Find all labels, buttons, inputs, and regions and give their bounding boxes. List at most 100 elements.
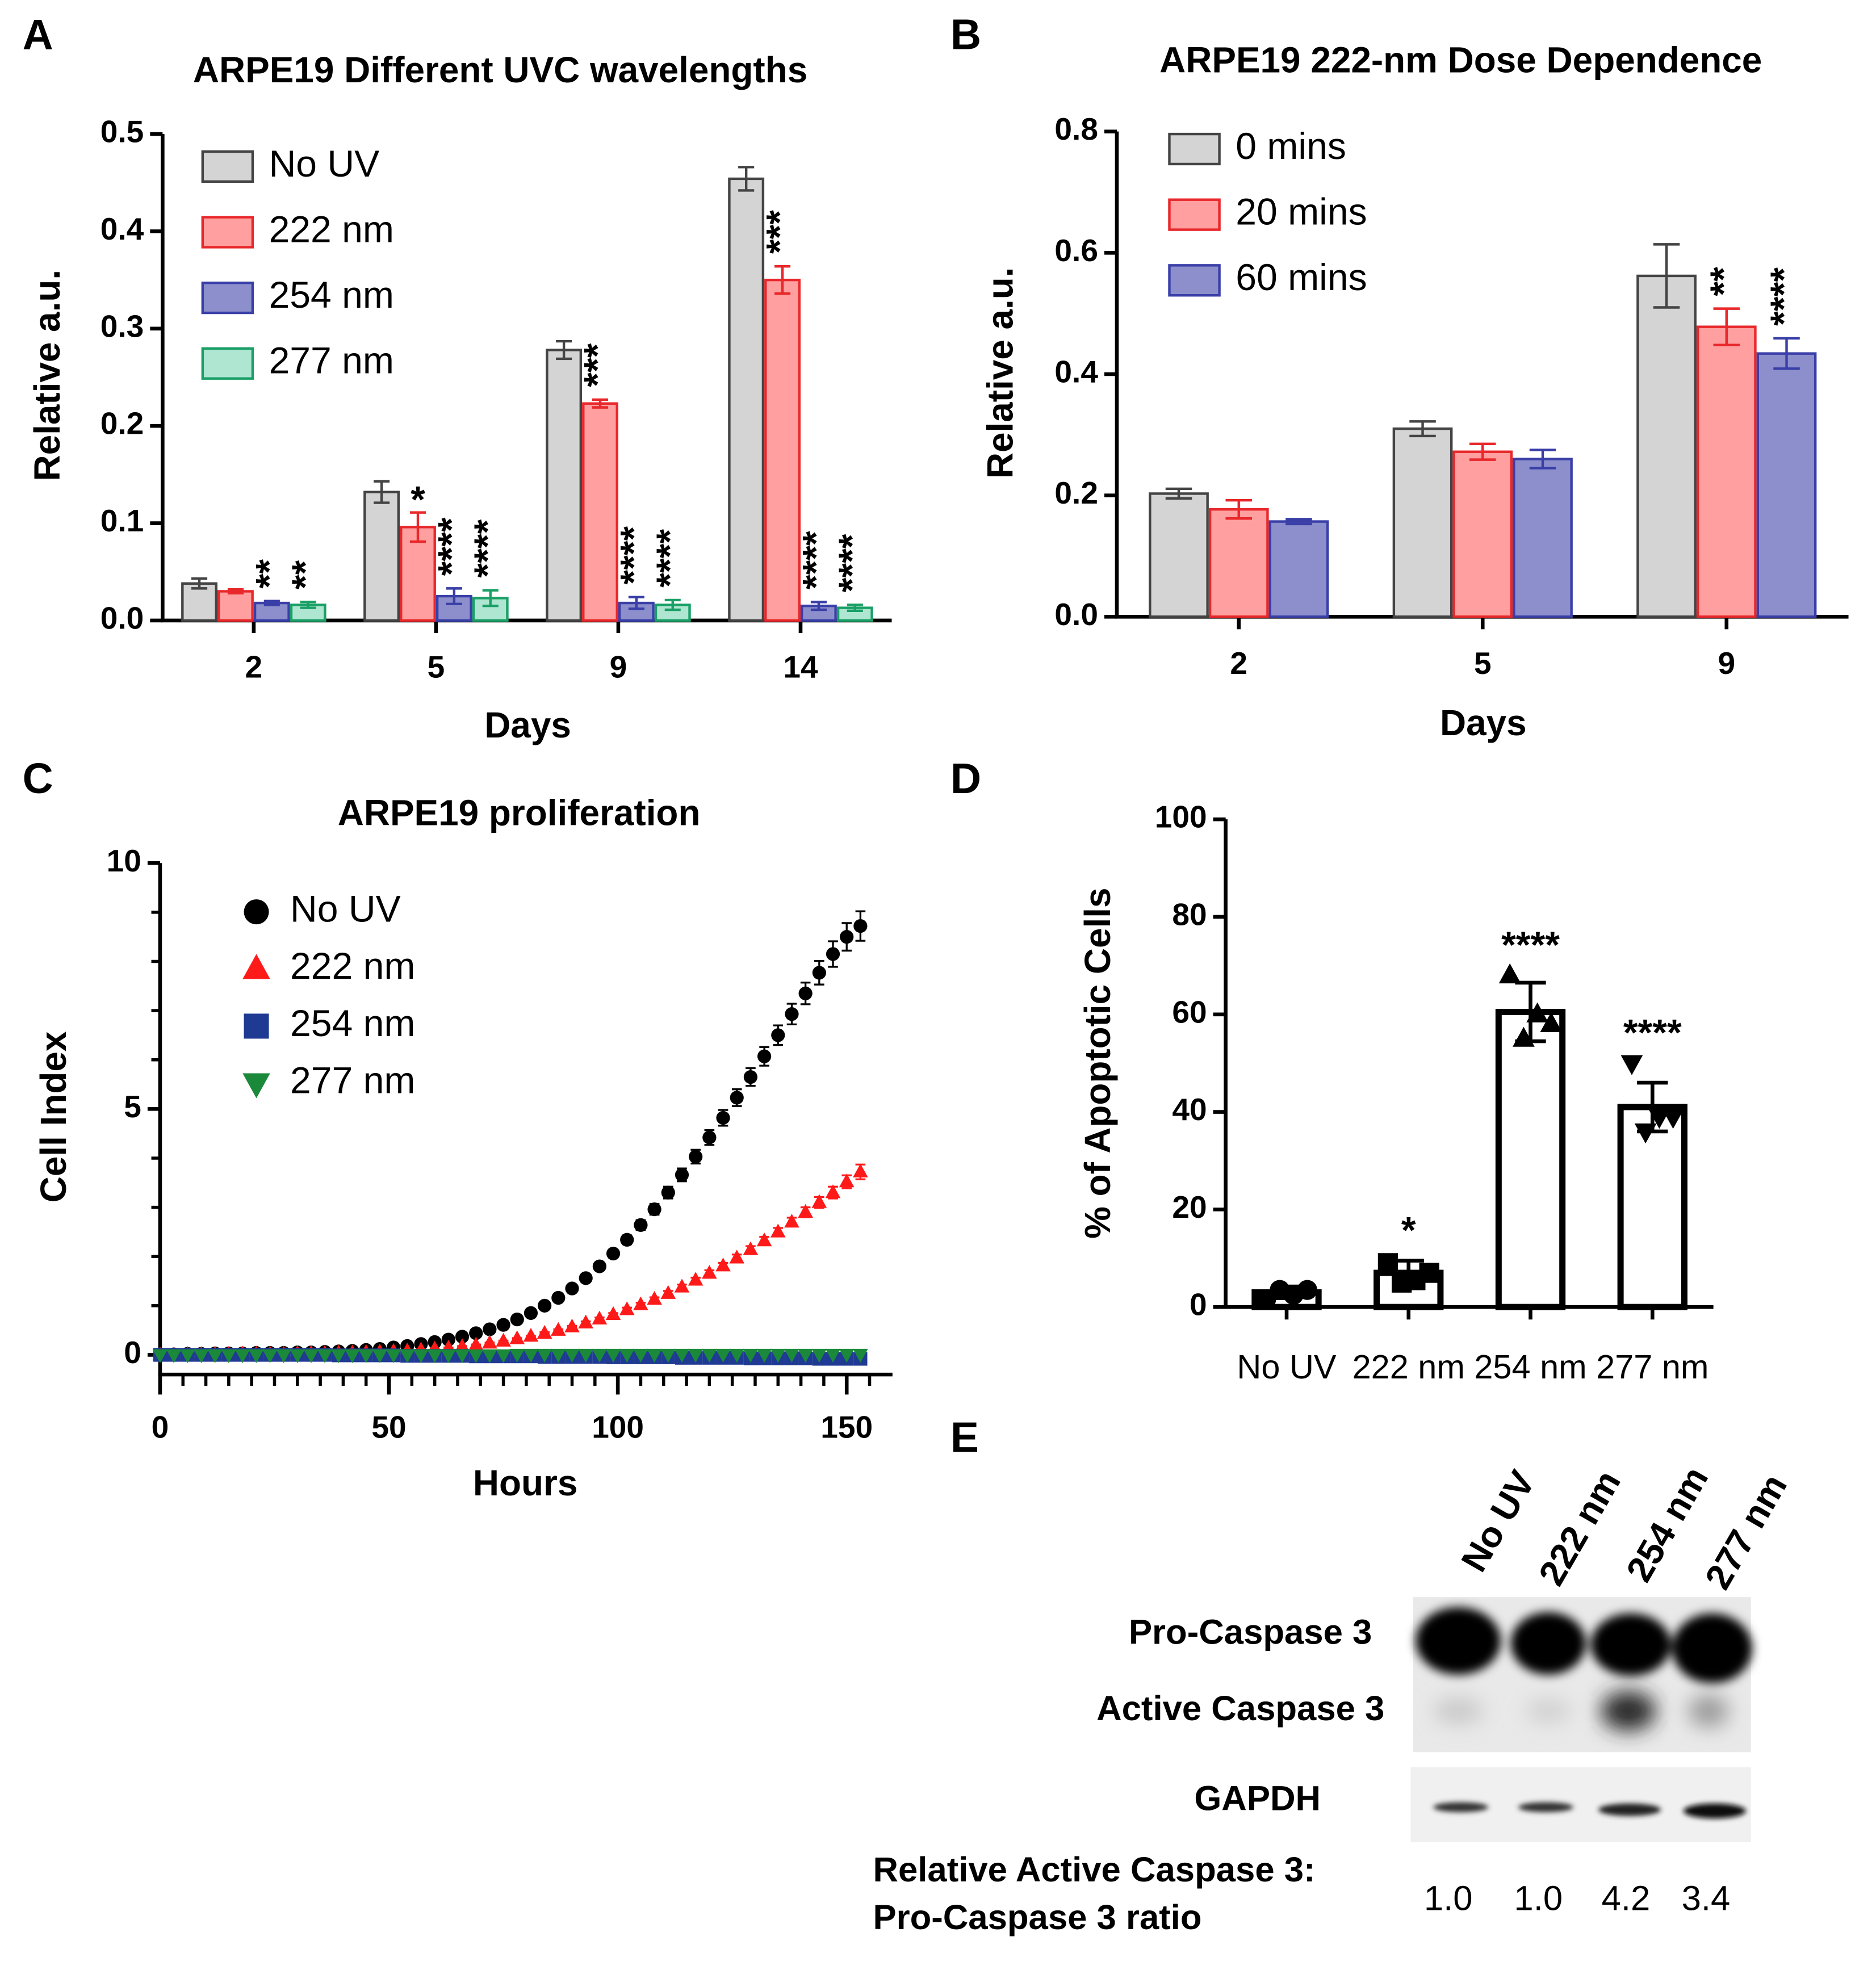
bar	[1696, 325, 1757, 618]
error-bar	[263, 600, 280, 606]
data-point	[660, 1348, 676, 1363]
bar	[1513, 458, 1573, 618]
data-point	[331, 1349, 346, 1364]
data-point	[1498, 963, 1521, 984]
data-point	[537, 1324, 552, 1339]
significance: ****	[1623, 1012, 1682, 1054]
error-bar	[1409, 420, 1436, 438]
error-bar	[482, 589, 499, 607]
legend-label: No UV	[290, 888, 401, 930]
data-point	[564, 1318, 580, 1332]
data-point	[716, 1110, 730, 1125]
legend-label: 277 nm	[290, 1060, 415, 1102]
error-bar	[1713, 307, 1740, 346]
data-point	[152, 1349, 168, 1364]
ratio-value: 3.4	[1682, 1879, 1731, 1918]
y-tick-label: 0.1	[101, 503, 144, 538]
significance: *	[1401, 1210, 1416, 1252]
significance: ****	[467, 519, 509, 578]
y-tick-label: 20	[1172, 1189, 1207, 1225]
data-point	[276, 1349, 291, 1364]
data-point	[510, 1312, 524, 1327]
y-tick-label: 10	[107, 843, 141, 878]
data-point	[620, 1233, 634, 1247]
significance: ***	[576, 343, 618, 387]
data-point	[166, 1349, 182, 1364]
data-point	[702, 1348, 717, 1363]
data-point	[469, 1326, 483, 1340]
data-point	[592, 1259, 606, 1273]
x-axis-label: Hours	[473, 1462, 578, 1503]
data-point	[248, 1349, 264, 1364]
data-point	[729, 1250, 745, 1264]
data-point	[743, 1070, 758, 1084]
row-label: Pro-Caspase 3	[1129, 1613, 1372, 1652]
x-axis-label: Days	[1440, 702, 1527, 743]
ratio-value: 4.2	[1602, 1879, 1651, 1918]
y-tick-label: 0.0	[101, 600, 144, 635]
data-point	[399, 1349, 415, 1364]
data-point	[853, 1163, 868, 1177]
x-tick-label: 277 nm	[1596, 1348, 1709, 1386]
x-tick-label: 5	[1474, 646, 1492, 681]
y-tick-label: 0.3	[101, 308, 144, 343]
data-point	[578, 1314, 594, 1328]
data-point	[771, 1028, 785, 1042]
x-tick-label: 9	[1718, 646, 1735, 681]
data-point	[853, 1348, 868, 1363]
significance: ****	[795, 531, 837, 589]
data-point	[372, 1349, 388, 1364]
data-point	[660, 1285, 676, 1299]
y-tick-label: 0.4	[101, 211, 144, 246]
ratio-value: 1.0	[1424, 1879, 1473, 1918]
y-tick-label: 0.8	[1054, 111, 1098, 146]
data-point	[345, 1349, 360, 1364]
data-point	[840, 930, 854, 944]
data-point	[194, 1349, 209, 1364]
data-point	[688, 1348, 704, 1363]
legend-label: 277 nm	[269, 340, 394, 382]
data-point	[702, 1130, 717, 1145]
data-point	[454, 1338, 470, 1352]
data-point	[179, 1349, 195, 1364]
legend-label: No UV	[269, 143, 380, 185]
significance: ***	[759, 210, 801, 254]
data-point	[1648, 1109, 1670, 1129]
data-point	[565, 1281, 579, 1296]
legend-swatch	[1168, 132, 1221, 166]
data-point	[702, 1265, 717, 1279]
data-point	[633, 1296, 648, 1310]
panel-letter: D	[950, 755, 981, 802]
data-point	[578, 1348, 594, 1363]
x-tick-label: 14	[783, 649, 818, 684]
panel-letter: C	[23, 755, 53, 802]
data-point	[743, 1241, 759, 1255]
data-point	[606, 1246, 621, 1261]
data-point	[496, 1318, 510, 1332]
data-point	[207, 1349, 223, 1364]
bar	[1495, 1008, 1566, 1310]
data-point	[798, 1204, 813, 1218]
significance: *	[411, 479, 425, 521]
data-point	[509, 1348, 525, 1363]
panel-letter: E	[950, 1414, 979, 1461]
lane-label: 222 nm	[1531, 1464, 1628, 1592]
significance: ****	[649, 529, 691, 588]
data-point	[550, 1322, 566, 1336]
data-point	[633, 1348, 648, 1363]
y-tick-label: 80	[1172, 897, 1207, 932]
data-point	[784, 1214, 799, 1228]
data-point	[647, 1202, 661, 1217]
data-point	[757, 1049, 772, 1063]
legend-swatch	[201, 216, 254, 249]
bar	[1452, 450, 1513, 618]
error-bar	[446, 587, 462, 605]
legend-swatch	[201, 281, 254, 315]
error-bar	[738, 166, 755, 192]
data-point	[811, 1194, 827, 1208]
significance: ****	[430, 517, 472, 576]
data-point	[825, 1184, 841, 1198]
data-point	[482, 1335, 497, 1349]
legend-label: 222 nm	[290, 945, 415, 987]
